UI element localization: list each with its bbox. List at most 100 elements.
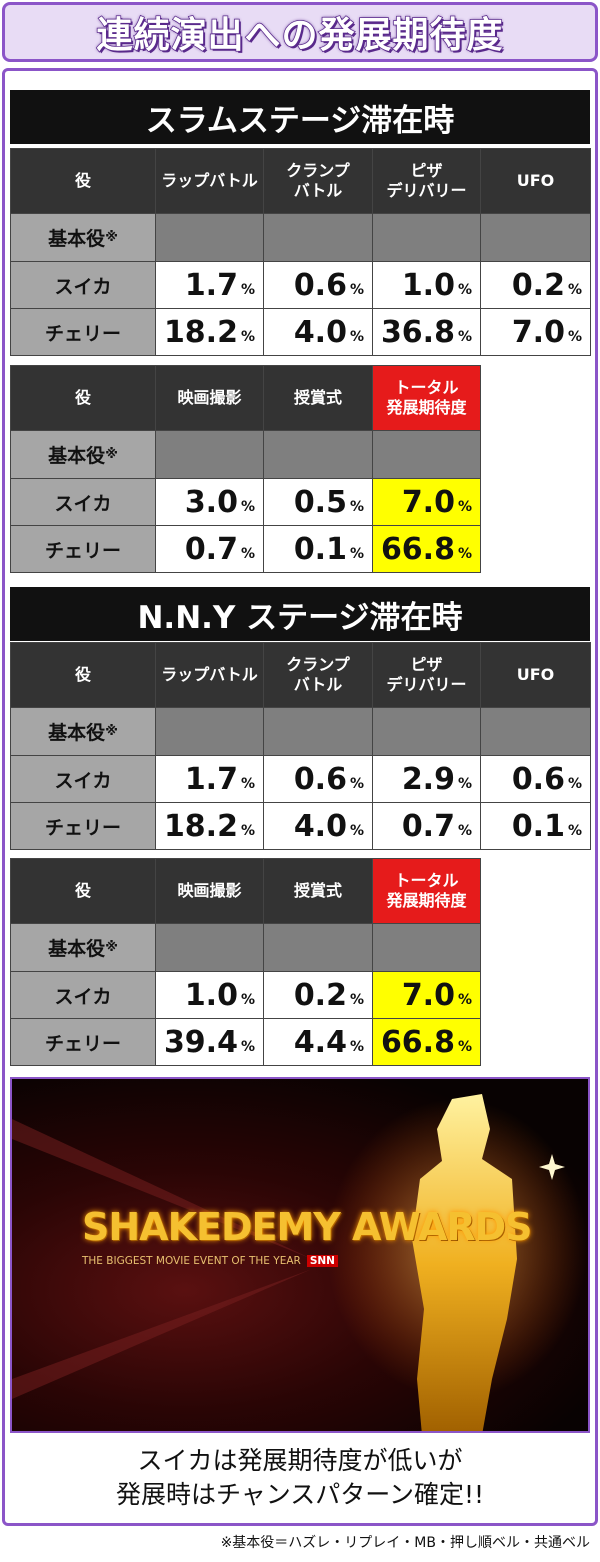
column-header: 授賞式 <box>263 858 373 924</box>
value: 0.7 <box>184 531 238 567</box>
value: 0.1 <box>293 531 347 567</box>
row-label: 基本役 ※ <box>10 430 156 479</box>
row-label: 基本役 ※ <box>10 707 156 756</box>
unit: % <box>349 992 364 1008</box>
unit: % <box>240 1039 255 1055</box>
blank-cell <box>263 213 373 262</box>
value: 0.1 <box>511 808 565 844</box>
column-header: 役 <box>10 858 156 924</box>
value: 7.0 <box>401 977 455 1013</box>
row-label-text: スイカ <box>54 769 112 792</box>
unit: % <box>240 282 255 298</box>
value: 4.0 <box>293 808 347 844</box>
value-cell: 36.8% <box>372 308 481 356</box>
row-label: スイカ <box>10 755 156 803</box>
unit: % <box>349 776 364 792</box>
row-label-text: チェリー <box>44 322 121 345</box>
unit: % <box>567 776 582 792</box>
row-label: チェリー <box>10 308 156 356</box>
value: 3.0 <box>184 484 238 520</box>
value-cell: 0.6% <box>263 755 373 803</box>
row-label-text: チェリー <box>44 1032 121 1055</box>
column-header: ラップバトル <box>155 642 264 708</box>
unit: % <box>567 329 582 345</box>
banner-subtitle: THE BIGGEST MOVIE EVENT OF THE YEAR <box>82 1255 301 1267</box>
value-cell: 4.0% <box>263 802 373 850</box>
unit: % <box>567 282 582 298</box>
value: 1.7 <box>184 267 238 303</box>
light-streak <box>12 1119 312 1259</box>
value: 2.9 <box>401 761 455 797</box>
value-cell: 4.4% <box>263 1018 373 1066</box>
value-cell: 3.0% <box>155 478 264 526</box>
note-mark: ※ <box>105 230 118 245</box>
frame <box>2 68 598 1526</box>
row-label: 基本役 ※ <box>10 213 156 262</box>
row-label: スイカ <box>10 971 156 1019</box>
value-cell: 66.8% <box>372 1018 481 1066</box>
row-label-text: 基本役 <box>48 938 106 960</box>
value: 7.0 <box>401 484 455 520</box>
value: 0.6 <box>293 761 347 797</box>
value: 4.4 <box>293 1024 347 1060</box>
blank-cell <box>155 430 264 479</box>
value-cell: 0.1% <box>263 525 373 573</box>
value-cell: 0.6% <box>263 261 373 309</box>
value: 0.7 <box>401 808 455 844</box>
caption: スイカは発展期待度が低いが 発展時はチャンスパターン確定!! <box>0 1444 600 1512</box>
column-header: 役 <box>10 148 156 214</box>
column-header: 映画撮影 <box>155 858 264 924</box>
column-header: 映画撮影 <box>155 365 264 431</box>
unit: % <box>457 282 472 298</box>
row-label-text: チェリー <box>44 816 121 839</box>
row-label: チェリー <box>10 802 156 850</box>
column-header: トータル 発展期待度 <box>372 858 481 924</box>
value: 0.6 <box>293 267 347 303</box>
blank-cell <box>263 923 373 972</box>
row-label: スイカ <box>10 261 156 309</box>
column-header: UFO <box>480 642 591 708</box>
value-cell: 0.7% <box>372 802 481 850</box>
value-cell: 18.2% <box>155 802 264 850</box>
column-header: 役 <box>10 365 156 431</box>
value-cell: 1.7% <box>155 261 264 309</box>
value: 0.6 <box>511 761 565 797</box>
value: 0.5 <box>293 484 347 520</box>
banner-art <box>12 1094 587 1431</box>
caption-line: スイカは発展期待度が低いが <box>137 1446 463 1475</box>
unit: % <box>240 776 255 792</box>
unit: % <box>567 823 582 839</box>
section-title: スラムステージ滞在時 <box>10 90 590 144</box>
header: 連続演出への発展期待度 <box>2 2 598 62</box>
unit: % <box>457 992 472 1008</box>
row-label-text: チェリー <box>44 539 121 562</box>
row-label-text: スイカ <box>54 492 112 515</box>
value-cell: 0.2% <box>480 261 591 309</box>
row-label: チェリー <box>10 525 156 573</box>
unit: % <box>240 546 255 562</box>
unit: % <box>457 823 472 839</box>
column-header: トータル 発展期待度 <box>372 365 481 431</box>
blank-cell <box>155 213 264 262</box>
row-label: スイカ <box>10 478 156 526</box>
blank-cell <box>263 707 373 756</box>
value-cell: 0.5% <box>263 478 373 526</box>
column-header: UFO <box>480 148 591 214</box>
unit: % <box>457 546 472 562</box>
light-streak <box>12 1269 312 1399</box>
row-label-text: 基本役 <box>48 228 106 250</box>
blank-cell <box>372 707 481 756</box>
note-mark: ※ <box>105 940 118 955</box>
unit: % <box>457 499 472 515</box>
blank-cell <box>263 430 373 479</box>
banner-subline: THE BIGGEST MOVIE EVENT OF THE YEAR SNN <box>82 1255 338 1267</box>
row-label-text: 基本役 <box>48 722 106 744</box>
column-header: クランプ バトル <box>263 148 373 214</box>
unit: % <box>240 992 255 1008</box>
value-cell: 0.1% <box>480 802 591 850</box>
column-header: ラップバトル <box>155 148 264 214</box>
value-cell: 7.0% <box>372 478 481 526</box>
value-cell: 39.4% <box>155 1018 264 1066</box>
banner-title: SHAKEDEMY AWARDS <box>82 1205 533 1249</box>
column-header: 授賞式 <box>263 365 373 431</box>
